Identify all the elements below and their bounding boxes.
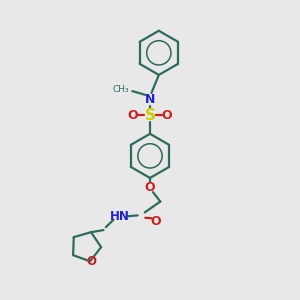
Text: O: O: [162, 109, 172, 122]
Text: O: O: [86, 255, 97, 268]
Text: CH₃: CH₃: [113, 85, 129, 94]
Text: O: O: [145, 181, 155, 194]
Text: HN: HN: [110, 210, 130, 223]
Text: N: N: [145, 93, 155, 106]
Text: S: S: [145, 108, 155, 123]
Text: O: O: [151, 215, 161, 228]
Text: O: O: [128, 109, 138, 122]
